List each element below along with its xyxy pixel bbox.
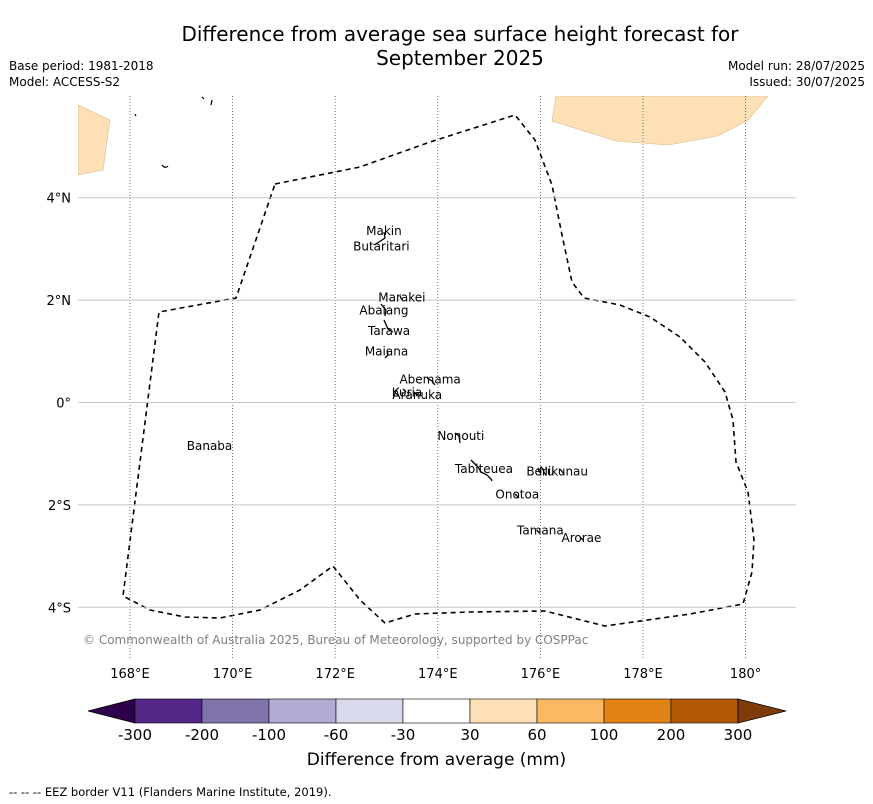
latitude-tick-labels: 4°N 2°N 0° 2°S 4°S [47, 192, 72, 617]
map-figure: 168°E 170°E 172°E 174°E 176°E 178°E 180° 4°N 2°… [47, 96, 796, 682]
island-label: Tamana [516, 524, 564, 538]
base-period-text: Base period: 1981-2018 [9, 59, 154, 73]
island-label: Arorae [561, 531, 601, 545]
island-label: Aranuka [392, 388, 442, 402]
graticule [78, 96, 796, 658]
island-label: Banaba [187, 439, 233, 453]
island-label: Butaritari [353, 239, 410, 253]
lon-tick-label: 178°E [623, 667, 663, 682]
colorbar-tick-labels: -300 -200 -100 -60 -30 30 60 100 200 300 [118, 726, 752, 740]
island-label: Beru [526, 465, 554, 479]
lon-tick-label: 180° [730, 667, 761, 682]
land-mass-northeast [551, 96, 769, 146]
colorbar-segment [402, 698, 471, 724]
lat-tick-label: 4°N [47, 192, 72, 207]
colorbar-tick-label: 30 [460, 726, 479, 740]
title-line-1: Difference from average sea surface heig… [181, 22, 739, 46]
island-shapes [207, 231, 584, 541]
colorbar-tick-label: 200 [657, 726, 686, 740]
lat-tick-label: 2°N [47, 294, 72, 309]
colorbar-under-triangle [87, 698, 136, 724]
island-label: Onotoa [495, 488, 539, 502]
islet-mark [161, 164, 169, 168]
colorbar-segment [469, 698, 538, 724]
colorbar-segment [201, 698, 270, 724]
eez-footnote: -- -- -- EEZ border V11 (Flanders Marine… [9, 785, 332, 799]
colorbar-segment [670, 698, 739, 724]
eez-border [122, 114, 755, 627]
lon-tick-label: 168°E [110, 667, 150, 682]
island-label: Abaiang [359, 303, 408, 317]
lat-tick-label: 0° [56, 397, 71, 412]
lon-tick-label: 174°E [418, 667, 458, 682]
chart-title: Difference from average sea surface heig… [150, 22, 770, 70]
island-label: Tabiteuea [454, 462, 513, 476]
colorbar-label: Difference from average (mm) [306, 750, 567, 770]
islet-mark [134, 113, 137, 117]
island-label: Nikunau [539, 465, 588, 479]
colorbar-segment [536, 698, 605, 724]
lon-tick-label: 176°E [521, 667, 561, 682]
colorbar-tick-label: -30 [391, 726, 416, 740]
island-label: Abemama [399, 372, 460, 386]
longitude-tick-labels: 168°E 170°E 172°E 174°E 176°E 178°E 180° [110, 667, 761, 682]
colorbar-segment [134, 698, 203, 724]
colorbar-tick-label: -300 [118, 726, 152, 740]
colorbar-segment [335, 698, 404, 724]
model-run-text: Model run: 28/07/2025 [727, 59, 865, 73]
colorbar-tick-label: 100 [590, 726, 619, 740]
island-label: Tarawa [367, 324, 410, 338]
issued-text: Issued: 30/07/2025 [749, 75, 865, 89]
lon-tick-label: 172°E [315, 667, 355, 682]
title-line-2: September 2025 [376, 46, 544, 70]
colorbar-tick-label: -100 [252, 726, 286, 740]
colorbar-segment [603, 698, 672, 724]
metadata-right: Model run: 28/07/2025 Issued: 30/07/2025 [728, 58, 865, 90]
land-mass-northwest [78, 104, 111, 176]
lat-tick-label: 2°S [48, 499, 71, 514]
island-label: Makin [366, 224, 402, 238]
island-label: Maiana [365, 344, 408, 358]
colorbar-over-triangle [737, 698, 787, 724]
colorbar-tick-label: 300 [724, 726, 753, 740]
colorbar: -300 -200 -100 -60 -30 30 60 100 200 300 [87, 698, 787, 740]
lon-tick-label: 170°E [213, 667, 253, 682]
colorbar-tick-label: 60 [527, 726, 546, 740]
colorbar-segments [87, 698, 787, 724]
model-text: Model: ACCESS-S2 [9, 75, 121, 89]
colorbar-tick-label: -200 [185, 726, 219, 740]
island-label: Marakei [378, 291, 425, 305]
colorbar-segment [268, 698, 337, 724]
metadata-left: Base period: 1981-2018 Model: ACCESS-S2 [9, 58, 154, 90]
lat-tick-label: 4°S [48, 601, 71, 616]
islet-mark [201, 96, 213, 106]
island-label: Nonouti [437, 429, 484, 443]
map-plot-area [78, 96, 769, 627]
island-label: Kuria [392, 385, 423, 399]
copyright-text: © Commonwealth of Australia 2025, Bureau… [83, 633, 588, 647]
colorbar-tick-label: -60 [324, 726, 349, 740]
